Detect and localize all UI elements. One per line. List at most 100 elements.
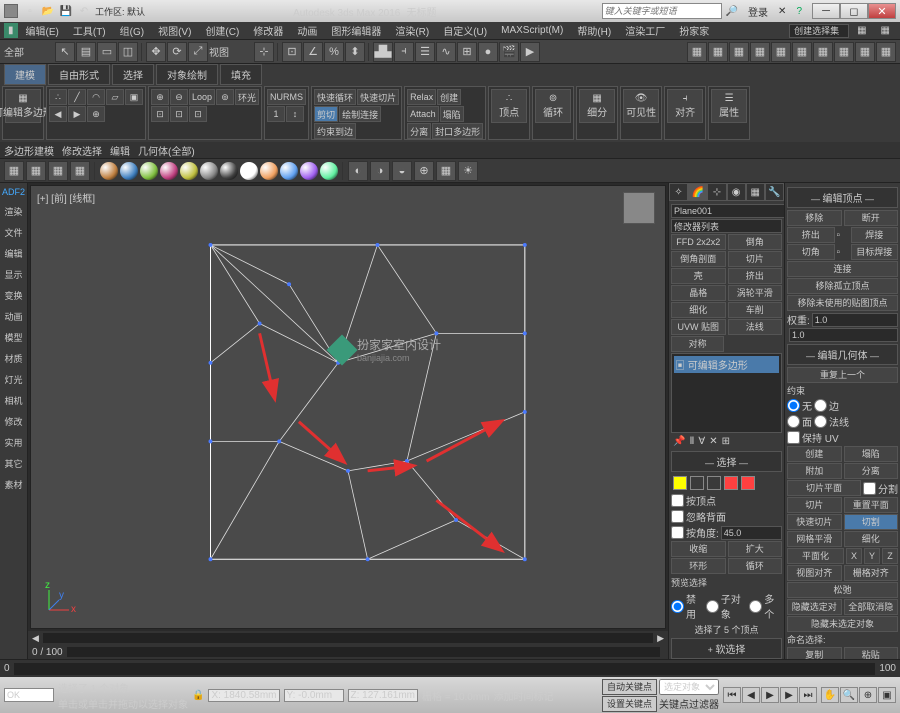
weld-button[interactable]: 焊接 — [851, 227, 899, 243]
mat-misc3-icon[interactable]: ◒ — [392, 161, 412, 181]
mod-bevelprofile-button[interactable]: 倒角剖面 — [671, 251, 726, 267]
cut-button[interactable]: 剪切 — [314, 106, 338, 122]
remove-unused-button[interactable]: 移除未使用的贴图顶点 — [787, 295, 898, 311]
coord-x[interactable]: X: 1840.58mm — [208, 689, 279, 702]
sel-vertex-icon[interactable] — [673, 476, 687, 490]
ribbon-footer-edit[interactable]: 编辑 — [110, 143, 130, 158]
stack-item-editable-poly[interactable]: ▣ 可编辑多边形 — [674, 356, 779, 373]
matball-2[interactable] — [120, 162, 138, 180]
goto-start-icon[interactable]: ⏮ — [723, 687, 741, 703]
quickslice-geo-button[interactable]: 快速切片 — [787, 514, 842, 530]
preview-subobj-radio[interactable] — [706, 600, 719, 613]
constrain-edge-radio[interactable] — [814, 399, 827, 412]
qat-open-icon[interactable]: 📂 — [40, 3, 56, 19]
app-menu-icon[interactable]: ▮ — [4, 23, 18, 38]
align-icon[interactable]: ⫞ — [394, 42, 414, 62]
dock-anim[interactable]: 动画 — [0, 308, 27, 325]
ribbon-footer-poly[interactable]: 多边形建模 — [4, 143, 54, 158]
dock-transform[interactable]: 变换 — [0, 287, 27, 304]
shrink-button[interactable]: 收缩 — [671, 541, 726, 557]
dock-adf[interactable]: ADF2 — [0, 185, 27, 199]
ribbon-tab-freeform[interactable]: 自由形式 — [48, 64, 110, 85]
matball-9[interactable] — [260, 162, 278, 180]
iter2-icon[interactable]: ↕ — [286, 106, 304, 122]
subdiv-large-button[interactable]: ▦细分 — [579, 89, 615, 123]
menu-group[interactable]: 组(G) — [114, 23, 150, 38]
window-crossing-icon[interactable]: ◫ — [118, 42, 138, 62]
snap-icon[interactable]: ⊡ — [282, 42, 302, 62]
menu-rendering[interactable]: 渲染(R) — [389, 23, 435, 38]
extra-1-icon[interactable]: ▦ — [687, 42, 707, 62]
stack-show-icon[interactable]: Ⅱ — [689, 436, 694, 447]
time-slider[interactable]: 0 / 100 — [28, 645, 668, 659]
extra-6-icon[interactable]: ▦ — [792, 42, 812, 62]
split-checkbox[interactable] — [863, 482, 876, 495]
extra-3-icon[interactable]: ▦ — [729, 42, 749, 62]
cmd-tab-motion-icon[interactable]: ◉ — [727, 183, 746, 201]
ribbon-tab-modeling[interactable]: 建模 — [4, 64, 46, 85]
next-frame-icon[interactable]: ▶ — [780, 687, 798, 703]
props-large-button[interactable]: ☰属性 — [711, 89, 747, 123]
object-name-input[interactable] — [671, 204, 784, 218]
extra-9-icon[interactable]: ▦ — [855, 42, 875, 62]
constrain-edge-button[interactable]: 约束到边 — [314, 123, 356, 139]
relax-geo-button[interactable]: 松弛 — [787, 582, 898, 598]
percent-snap-icon[interactable]: % — [324, 42, 344, 62]
mod-lathe-button[interactable]: 车削 — [728, 302, 783, 318]
mod-turbosmooth-button[interactable]: 涡轮平滑 — [728, 285, 783, 301]
play-icon[interactable]: ▶ — [761, 687, 779, 703]
menu-tools[interactable]: 工具(T) — [67, 23, 112, 38]
nav-orbit-icon[interactable]: ⊕ — [859, 687, 877, 703]
nav-max-icon[interactable]: ▣ — [878, 687, 896, 703]
dock-file[interactable]: 文件 — [0, 224, 27, 241]
modifier-stack[interactable]: ▣ 可编辑多边形 — [671, 353, 782, 433]
mod-bevel-button[interactable]: 倒角 — [728, 234, 783, 250]
ringlight-button[interactable]: 环光 — [235, 89, 259, 105]
scale-icon[interactable]: ⤢ — [188, 42, 208, 62]
named-selection-combo[interactable]: 创建选择集 — [789, 24, 849, 38]
cmd-tab-display-icon[interactable]: ▦ — [746, 183, 765, 201]
collapse-button[interactable]: 塌陷 — [440, 106, 464, 122]
gizmo-icon[interactable]: ⊕ — [87, 106, 105, 122]
goto-end-icon[interactable]: ⏭ — [799, 687, 817, 703]
schematic-icon[interactable]: ⊞ — [457, 42, 477, 62]
preview-multi-radio[interactable] — [749, 600, 762, 613]
mirror-icon[interactable]: ▟▙ — [373, 42, 393, 62]
matball-1[interactable] — [100, 162, 118, 180]
mod-normal-button[interactable]: 法线 — [728, 319, 783, 335]
preview-disable-radio[interactable] — [671, 600, 684, 613]
dock-modify[interactable]: 修改 — [0, 413, 27, 430]
planar-x-button[interactable]: X — [846, 548, 862, 564]
pivot-icon[interactable]: ⊹ — [254, 42, 274, 62]
menu-customize[interactable]: 自定义(U) — [437, 23, 493, 38]
nav-zoom-icon[interactable]: 🔍 — [840, 687, 858, 703]
qat-save-icon[interactable]: 💾 — [58, 3, 74, 19]
planar-y-button[interactable]: Y — [864, 548, 880, 564]
close-button[interactable]: ✕ — [868, 3, 896, 19]
constrain-none-radio[interactable] — [787, 399, 800, 412]
target-weld-button[interactable]: 目标焊接 — [851, 244, 899, 260]
subobj-element-icon[interactable]: ▣ — [125, 89, 143, 105]
viewport-front[interactable]: [+] [前] [线框] — [30, 185, 666, 629]
mod-lattice-button[interactable]: 晶格 — [671, 285, 726, 301]
ribbon-footer-modsel[interactable]: 修改选择 — [62, 143, 102, 158]
attach-button[interactable]: Attach — [407, 106, 439, 122]
cmd-tab-utilities-icon[interactable]: 🔧 — [765, 183, 784, 201]
help-search-input[interactable] — [602, 3, 722, 19]
sel-edge-icon[interactable] — [690, 476, 704, 490]
slice-plane-button[interactable]: 切片平面 — [787, 480, 861, 496]
relax-button[interactable]: Relax — [407, 89, 436, 105]
loop-button[interactable]: Loop — [189, 89, 215, 105]
select-region-icon[interactable]: ▭ — [97, 42, 117, 62]
paste-named-button[interactable]: 粘贴 — [844, 647, 899, 659]
matball-6[interactable] — [200, 162, 218, 180]
edit-geometry-header[interactable]: — 编辑几何体 — — [787, 344, 898, 365]
angle-snap-icon[interactable]: ∠ — [303, 42, 323, 62]
lock-icon[interactable]: 🔒 — [192, 690, 204, 701]
matball-10[interactable] — [280, 162, 298, 180]
stack-config-icon[interactable]: ⊞ — [722, 436, 730, 447]
mat-4-icon[interactable]: ▦ — [70, 161, 90, 181]
autokey-button[interactable]: 自动关键点 — [602, 679, 657, 695]
weight-input[interactable] — [812, 313, 898, 327]
coord-y[interactable]: Y: -0.0mm — [284, 689, 344, 702]
